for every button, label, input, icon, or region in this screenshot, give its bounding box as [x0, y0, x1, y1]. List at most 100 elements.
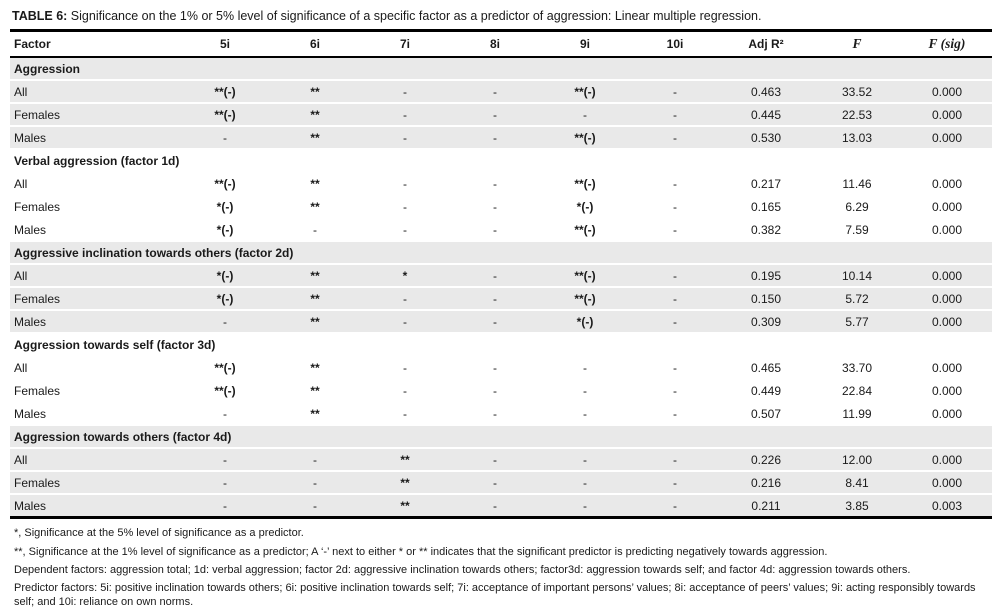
section-row: Verbal aggression (factor 1d): [10, 149, 992, 174]
cell-9i: -: [540, 356, 630, 381]
cell-f: 5.72: [812, 287, 902, 312]
cell-10i: -: [630, 218, 720, 243]
table-row: Females - - ** - - -0.216 8.41 0.000: [10, 471, 992, 496]
cell-5i: -: [180, 402, 270, 427]
cell-adj_r2: 0.530: [720, 126, 812, 151]
table-row: All *(-) ** * - **(-) -0.195 10.14 0.000: [10, 264, 992, 289]
cell-7i: -: [360, 356, 450, 381]
cell-6i: **: [270, 402, 360, 427]
cell-7i: -: [360, 126, 450, 151]
cell-f: 8.41: [812, 471, 902, 496]
cell-5i: *(-): [180, 218, 270, 243]
column-header-adj_r2: Adj R²: [720, 30, 812, 59]
cell-10i: -: [630, 264, 720, 289]
cell-8i: -: [450, 80, 540, 105]
cell-7i: -: [360, 80, 450, 105]
cell-6i: **: [270, 310, 360, 335]
cell-5i: -: [180, 448, 270, 473]
table-title: TABLE 6: Significance on the 1% or 5% le…: [10, 5, 992, 29]
cell-10i: -: [630, 310, 720, 335]
row-label: All: [10, 80, 180, 105]
footnote-3: Dependent factors: aggression total; 1d:…: [14, 563, 911, 576]
cell-5i: -: [180, 126, 270, 151]
cell-9i: -: [540, 402, 630, 427]
footnote-2: **, Significance at the 1% level of sign…: [14, 545, 828, 558]
cell-8i: -: [450, 287, 540, 312]
cell-7i: -: [360, 172, 450, 197]
table-row: Males - ** - - - -0.507 11.99 0.000: [10, 402, 992, 427]
cell-f: 12.00: [812, 448, 902, 473]
row-label: All: [10, 172, 180, 197]
table-row: Males - ** - - **(-) -0.530 13.03 0.000: [10, 126, 992, 151]
row-label: All: [10, 356, 180, 381]
section-label: Verbal aggression (factor 1d): [10, 149, 992, 174]
cell-7i: -: [360, 218, 450, 243]
cell-5i: -: [180, 310, 270, 335]
cell-adj_r2: 0.226: [720, 448, 812, 473]
cell-10i: -: [630, 126, 720, 151]
cell-7i: -: [360, 103, 450, 128]
cell-f_sig: 0.000: [902, 103, 992, 128]
cell-8i: -: [450, 218, 540, 243]
table-row: Females **(-) ** - - - -0.449 22.84 0.000: [10, 379, 992, 404]
section-label: Aggression: [10, 57, 992, 82]
cell-8i: -: [450, 471, 540, 496]
section-row: Aggression: [10, 57, 992, 82]
cell-f_sig: 0.000: [902, 126, 992, 151]
cell-10i: -: [630, 103, 720, 128]
cell-9i: -: [540, 471, 630, 496]
row-label: Males: [10, 218, 180, 243]
cell-5i: -: [180, 494, 270, 519]
column-header-7i: 7i: [360, 30, 450, 59]
section-row: Aggression towards self (factor 3d): [10, 333, 992, 358]
cell-8i: -: [450, 494, 540, 519]
cell-10i: -: [630, 356, 720, 381]
cell-5i: **(-): [180, 356, 270, 381]
table-row: All **(-) ** - - - -0.465 33.70 0.000: [10, 356, 992, 381]
cell-7i: -: [360, 310, 450, 335]
table-row: All **(-) ** - - **(-) -0.217 11.46 0.000: [10, 172, 992, 197]
row-label: Females: [10, 471, 180, 496]
cell-5i: **(-): [180, 379, 270, 404]
cell-f: 11.46: [812, 172, 902, 197]
table-row: Females **(-) ** - - - -0.445 22.53 0.000: [10, 103, 992, 128]
cell-9i: -: [540, 448, 630, 473]
table-row: All - - ** - - -0.226 12.00 0.000: [10, 448, 992, 473]
cell-8i: -: [450, 126, 540, 151]
column-header-f: F: [812, 30, 902, 59]
table-row: Females *(-) ** - - **(-) -0.150 5.72 0.000: [10, 287, 992, 312]
cell-10i: -: [630, 287, 720, 312]
header-row: Factor 5i 6i 7i 8i 9i 10i Adj R² F F (sig): [10, 30, 992, 59]
cell-5i: **(-): [180, 103, 270, 128]
column-header-6i: 6i: [270, 30, 360, 59]
row-label: Males: [10, 310, 180, 335]
cell-adj_r2: 0.216: [720, 471, 812, 496]
row-label: Males: [10, 126, 180, 151]
section-label: Aggressive inclination towards others (f…: [10, 241, 992, 266]
cell-8i: -: [450, 103, 540, 128]
footnotes: *, Significance at the 5% level of signi…: [10, 519, 992, 611]
column-header-factor: Factor: [10, 30, 180, 59]
cell-f: 22.53: [812, 103, 902, 128]
cell-5i: **(-): [180, 172, 270, 197]
cell-f: 5.77: [812, 310, 902, 335]
cell-adj_r2: 0.217: [720, 172, 812, 197]
cell-6i: **: [270, 379, 360, 404]
cell-adj_r2: 0.309: [720, 310, 812, 335]
cell-f: 11.99: [812, 402, 902, 427]
cell-6i: **: [270, 287, 360, 312]
cell-f_sig: 0.000: [902, 264, 992, 289]
cell-9i: **(-): [540, 172, 630, 197]
cell-6i: **: [270, 195, 360, 220]
cell-f_sig: 0.000: [902, 379, 992, 404]
section-row: Aggression towards others (factor 4d): [10, 425, 992, 450]
cell-5i: *(-): [180, 287, 270, 312]
cell-f_sig: 0.000: [902, 172, 992, 197]
cell-f: 3.85: [812, 494, 902, 519]
cell-adj_r2: 0.211: [720, 494, 812, 519]
cell-adj_r2: 0.449: [720, 379, 812, 404]
row-label: Females: [10, 195, 180, 220]
cell-8i: -: [450, 379, 540, 404]
table-row: Males *(-) - - - **(-) -0.382 7.59 0.000: [10, 218, 992, 243]
